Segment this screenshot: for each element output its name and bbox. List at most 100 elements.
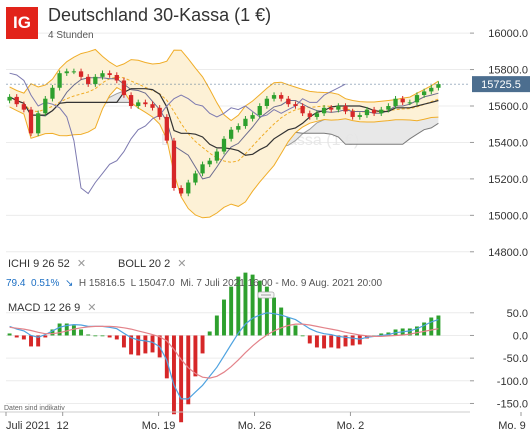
candle-body: [329, 107, 334, 110]
macd-histogram-bar: [86, 334, 91, 336]
macd-histogram-bar: [214, 315, 219, 336]
macd-histogram-bar: [415, 326, 419, 336]
macd-tick-label: -50.0: [503, 353, 528, 365]
macd-histogram-bar: [107, 335, 112, 338]
macd-param-2: 26: [58, 302, 72, 314]
candle-body: [21, 104, 27, 110]
candle-body: [86, 76, 91, 85]
boll-remove-icon[interactable]: ✕: [177, 258, 187, 270]
candle-body: [93, 76, 98, 85]
candle-body: [400, 98, 405, 103]
ichi-param-2: 26: [42, 258, 55, 270]
macd-histogram-bar: [222, 299, 226, 336]
macd-histogram-bar: [307, 335, 312, 344]
macd-histogram-bar: [264, 286, 269, 336]
macd-histogram-bar: [36, 335, 41, 347]
macd-histogram-bar: [207, 331, 212, 336]
candle-body: [143, 102, 148, 105]
ichi-remove-icon[interactable]: ✕: [76, 258, 87, 270]
bollinger-lower-line: [9, 86, 439, 219]
price-tick-label: 15000.0: [488, 210, 528, 222]
ichi-param-3: 52: [57, 258, 70, 270]
candle-body: [164, 116, 169, 141]
x-tick-label: Mo. 19: [142, 420, 176, 432]
bollinger-upper-line: [9, 48, 439, 122]
candle-body: [229, 129, 234, 139]
x-tick-label: 12: [57, 420, 69, 432]
price-tick-label: 15200.0: [488, 174, 528, 186]
candle-body: [128, 95, 134, 106]
macd-histogram-bar: [422, 322, 427, 336]
macd-histogram-bar: [121, 335, 126, 348]
macd-histogram-bar: [29, 335, 33, 347]
macd-histogram-bar: [350, 335, 355, 346]
x-tick-label: Mo. 26: [238, 420, 272, 432]
disclaimer-text: Daten sind indikativ: [4, 405, 65, 412]
current-price-label: 15725.5: [481, 79, 521, 91]
candle-body: [300, 106, 305, 114]
candle-body: [14, 96, 19, 105]
macd-histogram-bar: [164, 335, 169, 379]
candle-body: [28, 109, 34, 134]
macd-name: MACD: [8, 302, 41, 314]
macd-indicator-label[interactable]: MACD 12 26 9 ✕: [8, 301, 96, 314]
down-arrow-icon: ↘: [64, 278, 74, 289]
macd-histogram-bar: [21, 335, 26, 340]
macd-histogram-bar: [64, 323, 69, 336]
macd-histogram-bar: [257, 280, 262, 336]
current-price-badge: [472, 76, 530, 93]
macd-layer: [7, 272, 441, 423]
macd-histogram-bar: [100, 335, 105, 337]
ig-logo: IG: [6, 7, 38, 39]
price-axis: 16000.0 15800.0 15600.0 15400.0 15200.0 15000…: [6, 28, 530, 259]
macd-histogram-bar: [314, 335, 319, 348]
candle-body: [121, 80, 127, 96]
x-tick-label: Mo. 2: [337, 420, 365, 432]
candle-body: [178, 188, 184, 194]
candle-body: [136, 102, 141, 106]
macd-histogram-bar: [93, 335, 98, 337]
pane-separator-handle[interactable]: [257, 291, 275, 299]
candle-body: [386, 106, 391, 110]
instrument-title: Deutschland 30-Kassa (1 €): [48, 5, 272, 25]
macd-histogram-bar: [79, 329, 84, 336]
macd-histogram-bar: [7, 333, 12, 336]
macd-histogram-bar: [343, 335, 348, 347]
boll-param-2: 2: [164, 258, 171, 270]
macd-histogram-bar: [229, 286, 234, 336]
candle-body: [314, 113, 320, 117]
candle-body: [379, 109, 384, 114]
candle-body: [71, 71, 77, 73]
candle-body: [286, 98, 291, 105]
candle-body: [343, 106, 348, 112]
macd-histogram-bar: [329, 335, 334, 348]
candle-body: [371, 109, 377, 114]
candle-body: [100, 73, 105, 77]
candle-body: [264, 98, 270, 106]
price-tick-label: 15400.0: [488, 137, 528, 149]
change-percent: 0.51%: [31, 278, 60, 289]
macd-histogram-bar: [322, 335, 327, 349]
macd-histogram-bar: [186, 335, 191, 405]
macd-histogram-bar: [50, 329, 55, 336]
bollinger-indicator-label[interactable]: BOLL 20 2 ✕: [118, 257, 187, 270]
candle-body: [186, 182, 191, 194]
macd-axis: 50.0 0.0 -50.0 -100.0 -150.0: [470, 308, 528, 410]
macd-histogram-bar: [379, 333, 384, 336]
change-value: 79.4: [6, 278, 26, 289]
macd-histogram-bar: [286, 317, 291, 336]
macd-histogram-bar: [200, 335, 205, 354]
candle-body: [364, 109, 370, 116]
macd-histogram-bar: [429, 317, 434, 336]
macd-histogram-bar: [236, 276, 241, 336]
candle-body: [150, 104, 155, 108]
candle-body: [357, 115, 362, 117]
candle-body: [279, 95, 284, 99]
macd-remove-icon[interactable]: ✕: [87, 302, 97, 314]
macd-histogram-bar: [250, 274, 255, 336]
ichimoku-indicator-label[interactable]: ICHI 9 26 52 ✕: [8, 257, 86, 270]
macd-histogram-bar: [43, 335, 48, 338]
macd-histogram-bar: [114, 335, 119, 340]
candle-body: [436, 84, 441, 88]
